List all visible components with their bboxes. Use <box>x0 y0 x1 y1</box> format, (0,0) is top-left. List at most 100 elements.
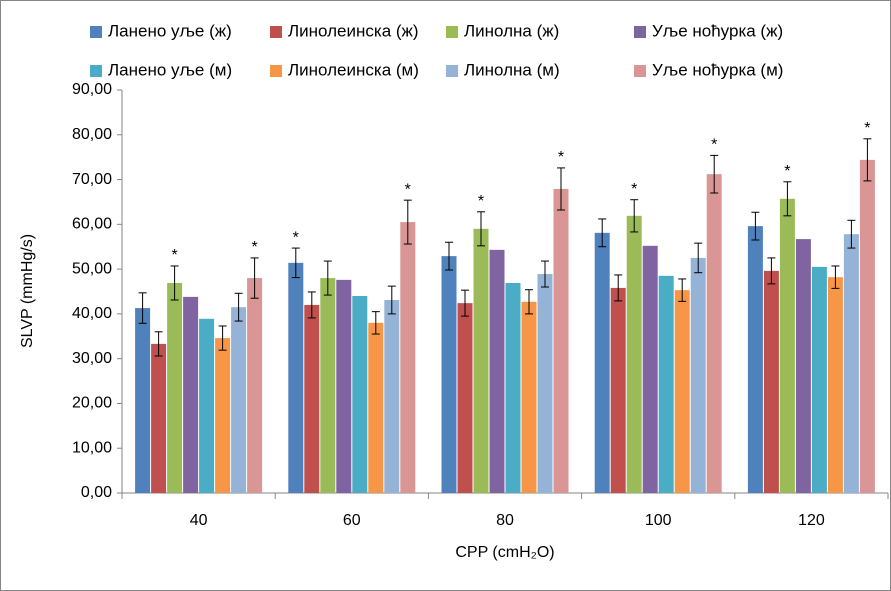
significance-mark: * <box>293 229 299 246</box>
bar <box>505 282 521 493</box>
bar <box>304 304 320 493</box>
bar <box>674 290 690 493</box>
bar <box>489 249 505 493</box>
significance-mark: * <box>478 193 484 210</box>
error-bar <box>767 257 776 285</box>
bar <box>658 275 674 493</box>
bar <box>151 343 167 493</box>
legend-swatch <box>90 26 102 38</box>
bar <box>199 318 215 493</box>
legend-swatch <box>446 65 458 77</box>
y-tick-label: 40,00 <box>72 305 112 322</box>
bar <box>642 245 658 493</box>
error-bar <box>541 260 549 288</box>
bar <box>247 278 263 493</box>
legend-label: Линолеинска (м) <box>288 60 419 79</box>
significance-mark: * <box>864 120 870 137</box>
bar <box>473 228 489 494</box>
bar <box>441 256 457 493</box>
error-bar <box>387 285 396 315</box>
bar <box>167 282 183 493</box>
y-tick-label: 20,00 <box>72 395 112 412</box>
y-tick-label: 70,00 <box>72 171 112 188</box>
error-bar <box>525 289 533 315</box>
y-tick-label: 10,00 <box>72 439 112 456</box>
legend-label: Уље ноћурка (ж) <box>652 21 783 40</box>
legend-label: Линолна (м) <box>464 60 560 79</box>
x-axis-label: CPP (cmH₂O) <box>455 544 554 561</box>
legend-label: Ланено уље (ж) <box>108 21 232 40</box>
bar <box>400 222 416 493</box>
legend-swatch <box>634 65 646 77</box>
error-bar <box>783 181 792 217</box>
bar <box>288 262 304 493</box>
legend-label: Линолеинска (ж) <box>288 21 419 40</box>
legend-label: Линолна (ж) <box>464 21 559 40</box>
bar <box>553 188 569 493</box>
error-bar <box>477 211 485 247</box>
bar <box>763 270 779 493</box>
error-bar <box>154 331 163 357</box>
y-tick-label: 90,00 <box>72 81 112 98</box>
error-bar <box>598 218 607 248</box>
legend-swatch <box>90 65 102 77</box>
error-bar <box>557 167 565 211</box>
x-tick-label: 40 <box>190 512 208 529</box>
significance-mark: * <box>171 247 177 264</box>
significance-mark: * <box>251 239 257 256</box>
bar <box>747 226 763 493</box>
y-axis-label: SLVP (mmHg/s) <box>19 234 36 348</box>
error-bar <box>751 211 760 241</box>
error-bar <box>403 199 412 245</box>
error-bar <box>461 289 469 317</box>
error-bar <box>694 242 703 274</box>
error-bar <box>138 292 147 324</box>
error-bar <box>218 325 227 351</box>
error-bar <box>234 292 243 322</box>
bar <box>779 198 795 493</box>
bar <box>690 257 706 493</box>
bar <box>610 287 626 493</box>
bar <box>352 295 368 493</box>
legend-label: Уље ноћурка (м) <box>652 60 783 79</box>
bar <box>183 296 199 493</box>
legend-label: Ланено уље (м) <box>108 60 232 79</box>
bar <box>859 159 875 493</box>
error-bar <box>371 311 380 335</box>
error-bar <box>170 265 179 301</box>
bar <box>843 234 859 493</box>
error-bar <box>863 138 872 182</box>
legend-swatch <box>270 65 282 77</box>
x-tick-label: 120 <box>798 512 825 529</box>
bar <box>457 303 473 493</box>
bar <box>215 338 231 493</box>
x-tick-label: 100 <box>645 512 672 529</box>
y-tick-label: 30,00 <box>72 350 112 367</box>
bar <box>231 307 247 493</box>
legend-swatch <box>270 26 282 38</box>
legend-swatch <box>634 26 646 38</box>
bar <box>320 278 336 493</box>
error-bar <box>291 247 300 279</box>
bar <box>626 215 642 493</box>
legend-swatch <box>446 26 458 38</box>
error-bar <box>250 257 259 299</box>
error-bar <box>630 199 639 233</box>
error-bar <box>614 274 623 302</box>
y-tick-label: 50,00 <box>72 260 112 277</box>
bar <box>368 322 384 493</box>
bar <box>384 300 400 493</box>
bar <box>827 277 843 493</box>
significance-mark: * <box>631 181 637 198</box>
error-bar <box>307 291 316 319</box>
error-bar <box>710 154 719 194</box>
significance-mark: * <box>784 163 790 180</box>
significance-mark: * <box>405 181 411 198</box>
x-tick-label: 80 <box>496 512 514 529</box>
bar <box>336 279 352 493</box>
significance-mark: * <box>558 149 564 166</box>
x-tick-label: 60 <box>343 512 361 529</box>
bar <box>811 266 827 493</box>
significance-mark: * <box>711 137 717 154</box>
